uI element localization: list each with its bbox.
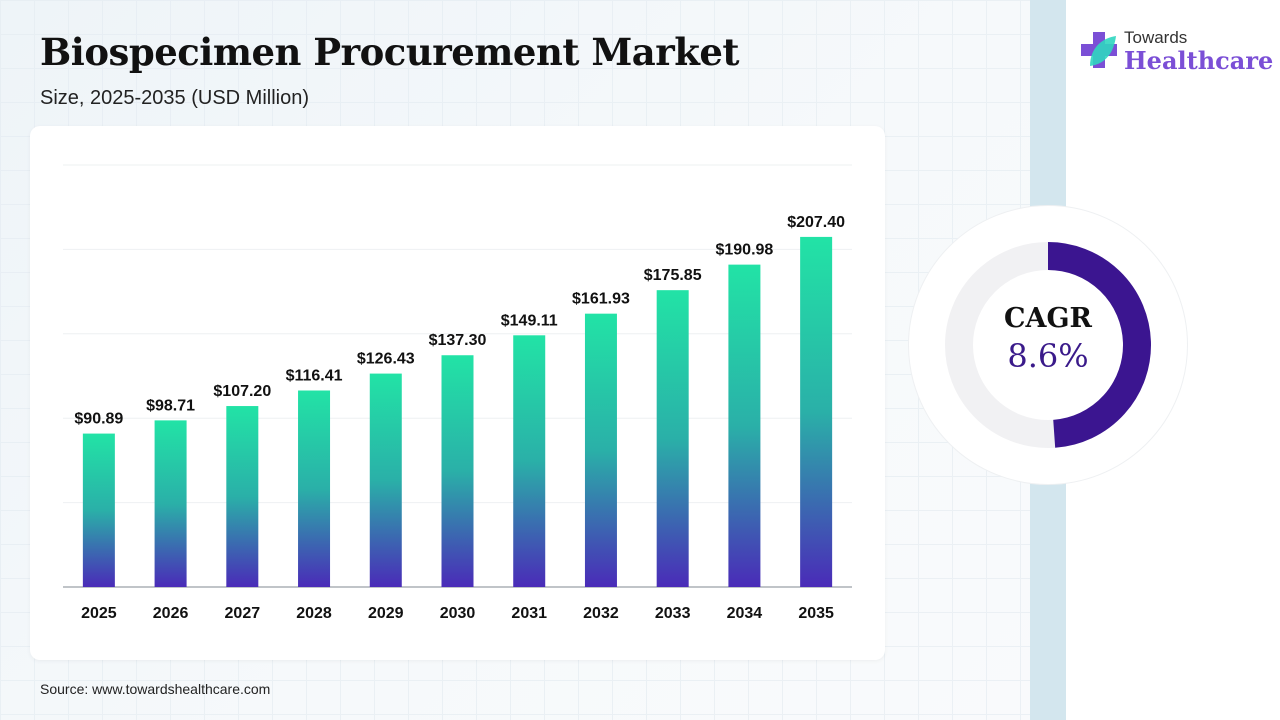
data-label: $149.11 [501, 312, 558, 329]
x-tick-label: 2031 [511, 605, 547, 622]
x-tick-label: 2033 [655, 605, 691, 622]
x-tick-label: 2030 [440, 605, 476, 622]
x-tick-label: 2028 [296, 605, 332, 622]
data-label: $207.40 [787, 214, 845, 231]
bar-chart: $90.89 $98.71 $107.20 $116.41 $126.43 $137.30… [63, 164, 852, 622]
logo: Towards Healthcare [1080, 26, 1274, 82]
x-tick-label: 2027 [225, 605, 261, 622]
data-label: $98.71 [146, 397, 195, 414]
logo-text-towards: Towards [1124, 28, 1188, 47]
bar-2033 [656, 290, 689, 587]
data-label: $126.43 [357, 351, 415, 368]
bar-2029 [369, 373, 402, 587]
bar-2027 [226, 406, 259, 587]
x-tick-label: 2029 [368, 605, 404, 622]
bar-2032 [584, 313, 617, 587]
x-tick-label: 2035 [798, 605, 834, 622]
data-label: $175.85 [644, 267, 702, 284]
bar-2026 [154, 420, 187, 587]
source-note: Source: www.towardshealthcare.com [40, 681, 271, 697]
data-label: $190.98 [715, 242, 773, 259]
logo-text-healthcare: Healthcare [1124, 46, 1274, 75]
x-tick-label: 2026 [153, 605, 189, 622]
bar-2030 [441, 355, 474, 587]
data-label: $137.30 [429, 332, 487, 349]
x-tick-label: 2025 [81, 605, 117, 622]
cagr-label: CAGR [1004, 303, 1092, 334]
bar-2031 [513, 335, 546, 587]
x-tick-label: 2034 [727, 605, 763, 622]
bar-2035 [800, 236, 833, 587]
bar-2025 [82, 433, 115, 587]
data-label: $161.93 [572, 291, 630, 308]
cagr-value: 8.6% [1007, 337, 1089, 375]
bar-2028 [298, 390, 331, 587]
data-label: $90.89 [74, 411, 123, 428]
page-subtitle: Size, 2025-2035 (USD Million) [40, 87, 310, 109]
data-label: $107.20 [213, 383, 271, 400]
bar-2034 [728, 264, 761, 587]
medical-cross-leaf-icon [1081, 32, 1117, 68]
page-title: Biospecimen Procurement Market [40, 30, 740, 74]
x-tick-label: 2032 [583, 605, 619, 622]
data-label: $116.41 [286, 367, 343, 384]
